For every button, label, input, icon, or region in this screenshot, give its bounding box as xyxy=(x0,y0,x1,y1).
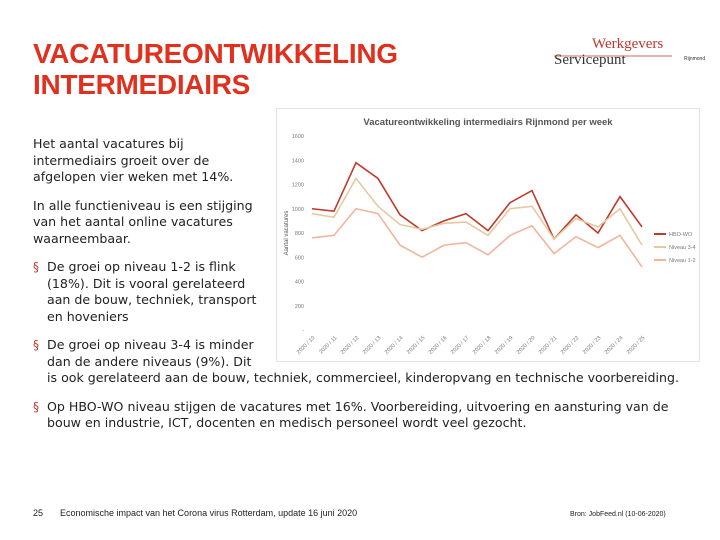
body-text: Het aantal vacatures bij intermediairs g… xyxy=(33,136,693,444)
series-line xyxy=(311,177,643,246)
y-tick-label: 400 xyxy=(295,280,304,286)
legend-label: HBO-WO xyxy=(669,232,693,238)
y-tick-label: 1400 xyxy=(292,158,304,164)
y-axis-label: Aantal vacatures xyxy=(284,211,290,256)
y-tick-label: 600 xyxy=(295,255,304,261)
logo-text: Servicepunt xyxy=(554,52,626,68)
footer-text: Economische impact van het Corona virus … xyxy=(60,508,358,518)
y-tick-label: - xyxy=(302,328,304,334)
paragraph: Het aantal vacatures bij intermediairs g… xyxy=(33,136,234,184)
y-tick-label: 1600 xyxy=(292,134,304,140)
y-tick-label: 1000 xyxy=(292,207,304,213)
bullet: De groei op niveau 1-2 is flink (18%). D… xyxy=(33,259,693,325)
y-tick-label: 1200 xyxy=(292,183,304,189)
chart: Vacatureontwikkeling intermediairs Rijnm… xyxy=(276,108,700,362)
y-tick-label: 800 xyxy=(295,231,304,237)
footer-source: Bron: JobFeed.nl (10-06-2020) xyxy=(570,511,666,518)
slide-title: VACATUREONTWIKKELING INTERMEDIAIRS xyxy=(33,38,398,100)
paragraph: In alle functieniveau is een stijging va… xyxy=(33,197,253,246)
logo-text: Werkgevers xyxy=(592,36,663,52)
logo: Werkgevers Servicepunt Rijnmond xyxy=(554,36,705,68)
page-number: 25 xyxy=(33,508,44,518)
legend-label: Niveau 1-2 xyxy=(669,258,696,264)
legend-label: Niveau 3-4 xyxy=(669,245,696,251)
series-line xyxy=(311,207,643,268)
bullet: Op HBO-WO niveau stijgen de vacatures me… xyxy=(33,399,693,432)
logo-text: Rijnmond xyxy=(684,56,705,62)
bullet: De groei op niveau 3-4 is minder dan de … xyxy=(33,337,693,387)
chart-title: Vacatureontwikkeling intermediairs Rijnm… xyxy=(363,117,613,128)
y-tick-label: 200 xyxy=(295,304,304,310)
series-line xyxy=(311,161,643,241)
